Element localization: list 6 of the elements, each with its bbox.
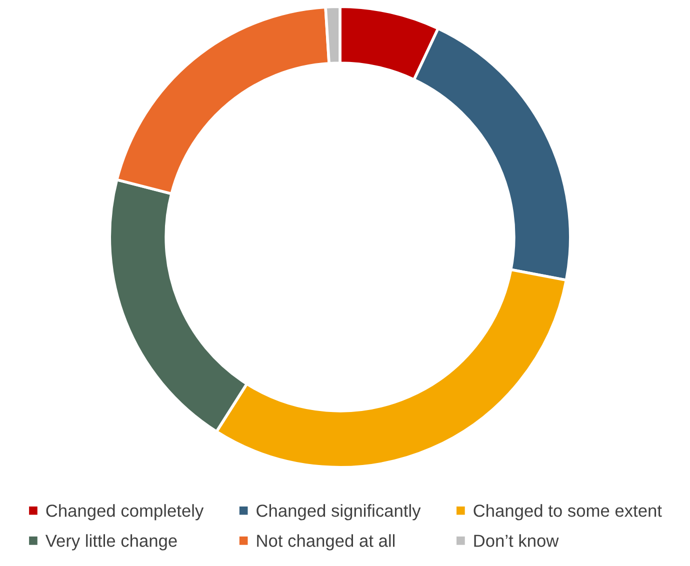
legend-label: Very little change xyxy=(45,534,177,550)
legend-label: Don’t know xyxy=(474,534,559,547)
legend-label: Changed completely xyxy=(46,504,204,520)
legend-label: Changed significantly xyxy=(256,504,421,520)
legend-label: Not changed at all xyxy=(257,534,395,550)
legend-label: Changed to some extent xyxy=(474,504,662,520)
